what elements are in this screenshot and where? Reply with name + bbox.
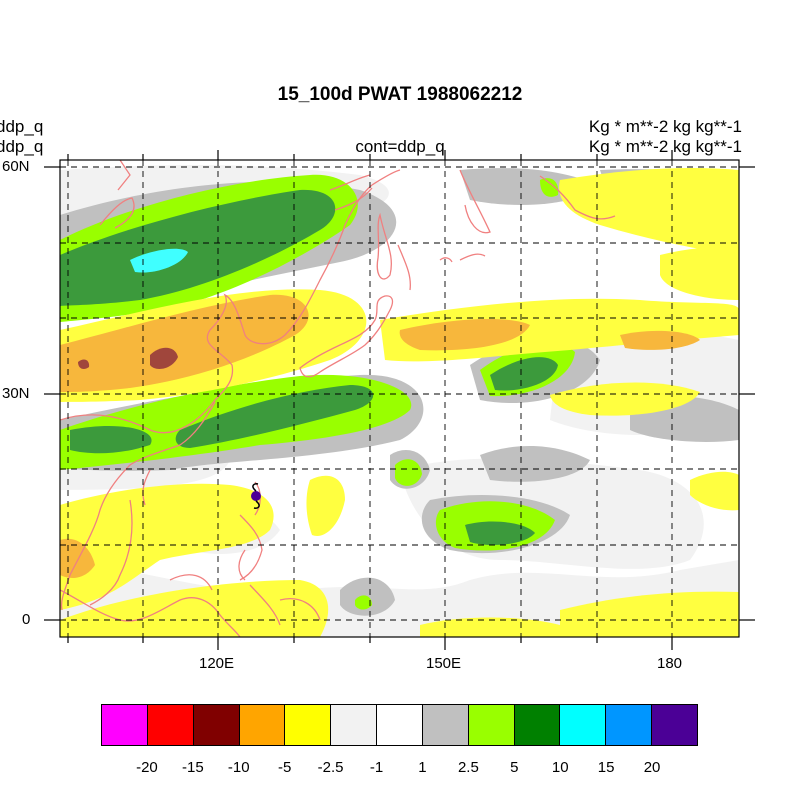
tick-marks (44, 150, 755, 650)
colorbar-box (331, 705, 378, 745)
colorbar-box (560, 705, 607, 745)
left-variable-label-1: ddp_q (0, 117, 44, 136)
x-tick-120e: 120E (199, 655, 235, 672)
colorbar-box (377, 705, 423, 745)
colorbar-box (514, 705, 561, 745)
y-tick-60n: 60N (2, 158, 30, 175)
gridlines (60, 160, 739, 637)
colorbar-box (193, 705, 240, 745)
colorbar-box (285, 705, 332, 745)
colorbar (101, 704, 698, 746)
x-tick-150e: 150E (426, 655, 462, 672)
coastlines (60, 160, 616, 637)
colorbar-box (606, 705, 653, 745)
colorbar-label: -5 (278, 759, 292, 776)
units-label-2: Kg * m**-2 kg kg**-1 (588, 137, 742, 156)
colorbar-label: 2.5 (457, 759, 479, 776)
colorbar-label: -15 (182, 759, 204, 776)
colorbar-label: -2.5 (317, 759, 344, 776)
units-label-1: Kg * m**-2 kg kg**-1 (588, 117, 742, 136)
colorbar-label: 20 (643, 759, 661, 776)
colorbar-box (147, 705, 194, 745)
colorbar-label: -10 (227, 759, 250, 776)
contour-label: cont=ddp_q (355, 137, 445, 156)
map-frame (59, 159, 740, 638)
colorbar-box (422, 705, 469, 745)
y-tick-30n: 30N (2, 385, 30, 402)
colorbar-label: -20 (136, 759, 158, 776)
left-variable-label-2: ddp_q (0, 137, 44, 156)
colorbar-box (239, 705, 286, 745)
colorbar-label: 10 (551, 759, 569, 776)
colorbar-box (652, 705, 697, 745)
x-tick-180: 180 (657, 655, 683, 672)
colorbar-label: -1 (369, 759, 384, 776)
colorbar-box (468, 705, 515, 745)
pwat-shading (60, 160, 739, 637)
colorbar-box (102, 705, 148, 745)
colorbar-label: 1 (418, 759, 427, 776)
colorbar-label: 15 (597, 759, 615, 776)
typhoon-icon (251, 483, 261, 509)
y-tick-0: 0 (22, 611, 31, 628)
plot-title: 15_100d PWAT 1988062212 (277, 84, 523, 105)
colorbar-label: 5 (510, 759, 519, 776)
